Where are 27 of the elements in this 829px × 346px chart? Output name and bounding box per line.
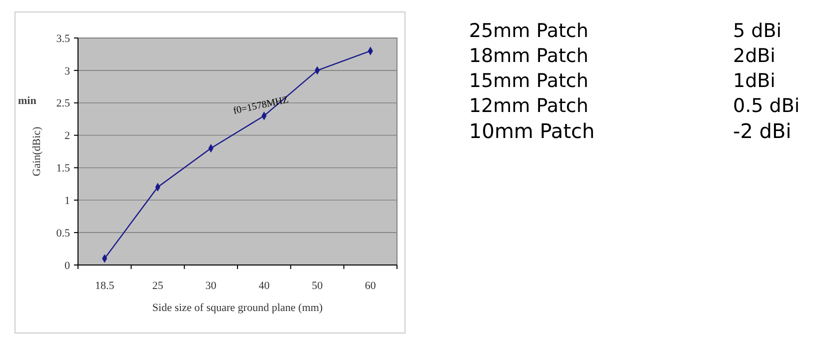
- y-tick-label: 3: [64, 65, 70, 78]
- x-tick-label: 25: [152, 280, 164, 292]
- y-tick-label: 1: [64, 194, 70, 207]
- y-tick-label: 0: [64, 260, 70, 272]
- text: 25mm Patch: [469, 20, 588, 42]
- text: 5 dBi: [733, 20, 782, 42]
- text: 0.5 dBi: [733, 95, 800, 117]
- x-tick-label: 50: [312, 280, 324, 292]
- x-tick-label: 30: [205, 280, 217, 292]
- text: 2dBi: [733, 45, 776, 67]
- y-tick-label: 2: [64, 130, 70, 142]
- y-tick-label: 0.5: [56, 227, 70, 240]
- x-tick-label: 40: [258, 280, 270, 292]
- y-axis-title: Gain(dBic): [31, 126, 43, 176]
- y-tick-label: 3.5: [56, 32, 70, 45]
- text: -2 dBi: [733, 119, 792, 143]
- text: 10mm Patch: [469, 119, 595, 143]
- y-tick-label: 2.5: [56, 98, 70, 110]
- text: min: [18, 95, 36, 107]
- text: 1dBi: [733, 70, 776, 92]
- y-tick-label: 1.5: [56, 162, 70, 175]
- x-axis-title: Side size of square ground plane (mm): [152, 302, 324, 314]
- text: 15mm Patch: [469, 70, 588, 92]
- text: 18mm Patch: [469, 45, 588, 67]
- x-tick-label: 60: [364, 280, 376, 292]
- x-tick-label: 18.5: [94, 280, 115, 292]
- text: 12mm Patch: [469, 95, 588, 117]
